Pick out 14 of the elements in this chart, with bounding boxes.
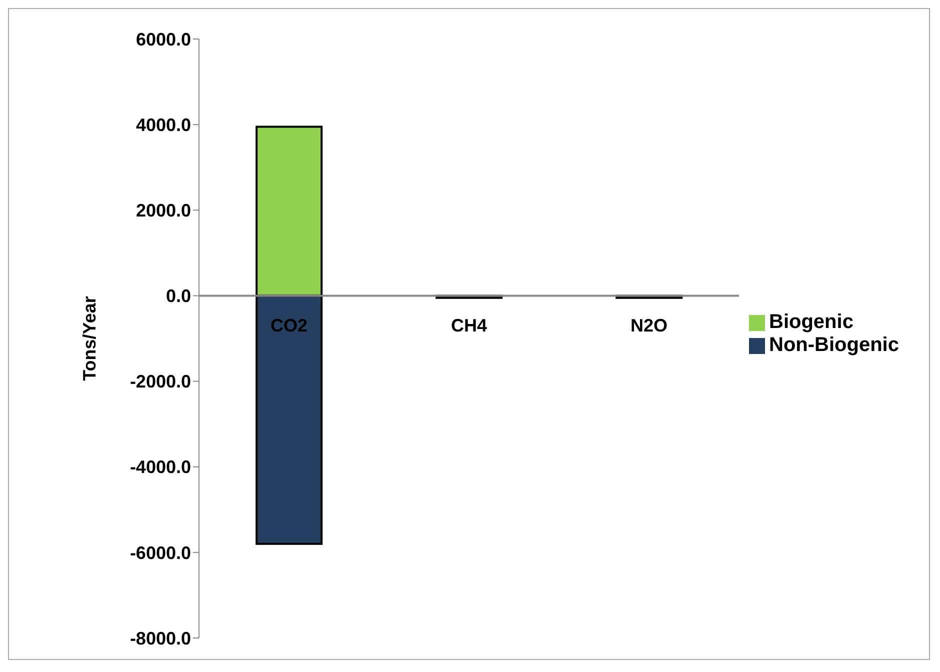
y-tick-label: 4000.0 <box>136 114 191 135</box>
y-tick-label: -6000.0 <box>130 542 191 563</box>
y-tick-label: -2000.0 <box>130 372 191 392</box>
y-tick-label: 6000.0 <box>136 29 191 50</box>
y-tick-label: -8000.0 <box>130 628 191 648</box>
x-tick-label: CO2 <box>270 316 308 336</box>
legend-label: Biogenic <box>769 311 854 333</box>
y-tick-label: 2000.0 <box>136 200 191 221</box>
y-tick-label: 0.0 <box>166 286 191 306</box>
x-tick-label: N2O <box>630 316 668 336</box>
y-tick-label: -4000.0 <box>130 457 191 478</box>
y-axis-title: Tons/Year <box>79 296 100 381</box>
legend-label: Non-Biogenic <box>769 334 899 356</box>
x-tick-label: CH4 <box>450 316 488 336</box>
